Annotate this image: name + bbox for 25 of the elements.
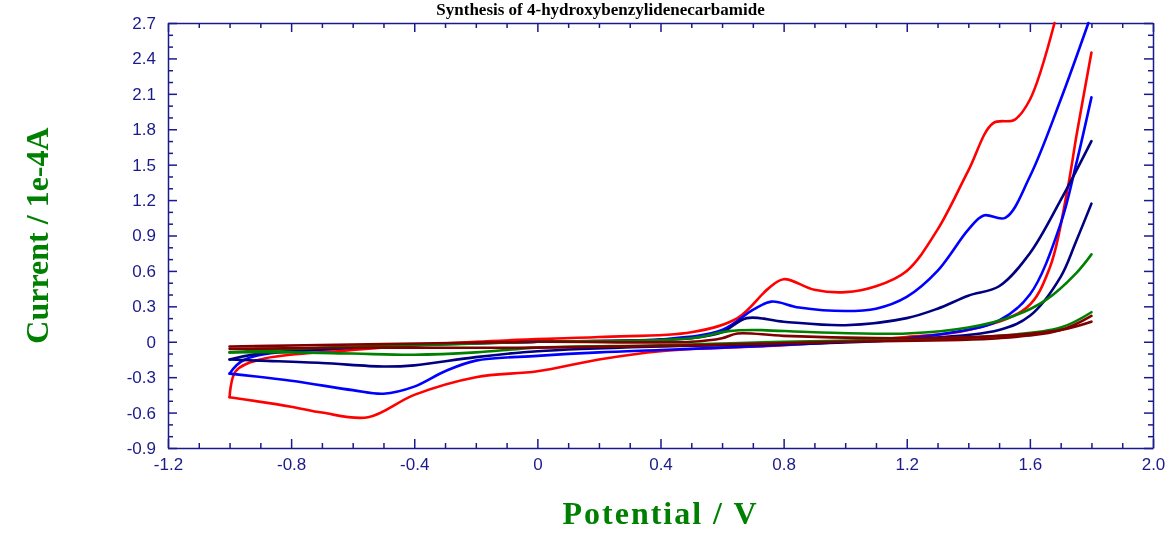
y-tick-label: -0.9 (126, 438, 156, 458)
y-tick-label: 0.9 (132, 226, 156, 246)
y-tick-label: -0.3 (126, 368, 156, 388)
y-tick-label: 0.6 (132, 261, 156, 281)
x-tick-label: 1.2 (895, 455, 920, 475)
y-axis-title: Current / 1e-4A (19, 127, 55, 344)
chart-title: Synthesis of 4-hydroxybenzylidenecarbamide (436, 0, 766, 19)
y-tick-label: 1.8 (132, 120, 156, 140)
x-tick-label: 1.6 (1018, 455, 1043, 475)
y-tick-label: 2.7 (132, 13, 156, 33)
y-tick-label: 0 (146, 332, 156, 352)
x-tick-label: 2.0 (1141, 455, 1166, 475)
y-tick-label: 1.5 (132, 155, 156, 175)
x-tick-label: 0.8 (772, 455, 796, 475)
x-tick-label: 0 (533, 455, 543, 475)
x-tick-label: 0.4 (649, 455, 673, 475)
x-tick-label: -0.8 (276, 455, 307, 475)
x-axis-title: Potential / V (562, 495, 759, 531)
y-tick-label: 2.1 (132, 84, 156, 104)
y-tick-label: 1.2 (132, 191, 156, 211)
y-tick-label: 2.4 (132, 49, 156, 69)
y-tick-label: -0.6 (126, 403, 156, 423)
x-tick-label: -1.2 (153, 455, 184, 475)
x-tick-label: -0.4 (400, 455, 430, 475)
y-tick-label: 0.3 (132, 297, 156, 317)
